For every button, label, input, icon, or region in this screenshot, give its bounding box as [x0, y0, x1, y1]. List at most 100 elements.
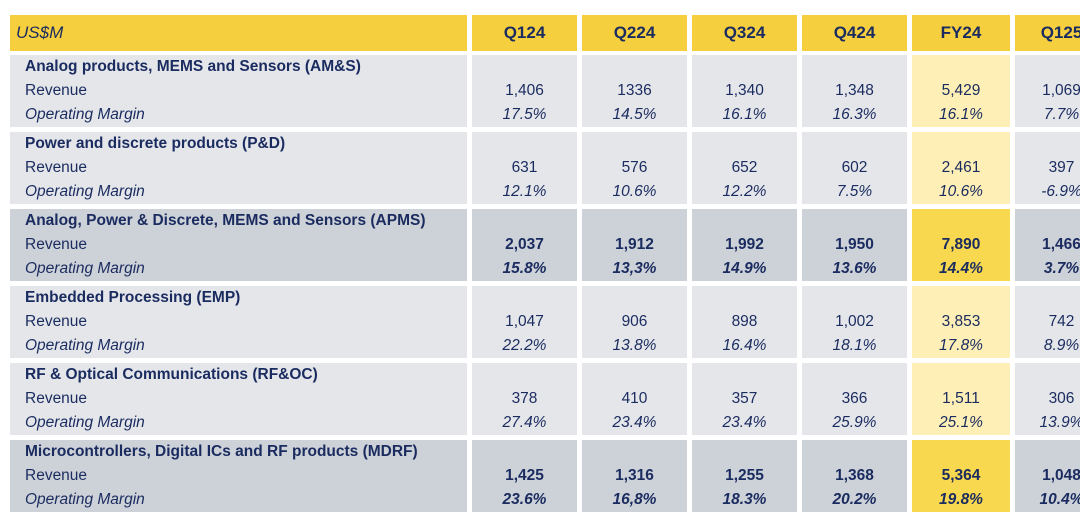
operating-margin-value: 14.4% [939, 260, 983, 277]
operating-margin-value: 23.6% [502, 491, 547, 508]
value-cell-q124: 1,425 23.6% [472, 440, 577, 512]
operating-margin-label: Operating Margin [25, 491, 145, 508]
revenue-value: 1,950 [835, 236, 874, 253]
revenue-value: 7,890 [941, 236, 981, 253]
value-cell-q224: 576 10.6% [582, 132, 687, 204]
operating-margin-value: 22.2% [502, 337, 547, 354]
value-cell-fy24: 7,890 14.4% [912, 209, 1010, 281]
revenue-value: 1,992 [725, 236, 764, 253]
value-cell-q324: 357 23.4% [692, 363, 797, 435]
revenue-value: 1,406 [505, 82, 544, 99]
value-cell-q124: 378 27.4% [472, 363, 577, 435]
column-header-q324: Q324 [692, 15, 797, 51]
revenue-value: 602 [841, 159, 868, 176]
revenue-value: 652 [731, 159, 758, 176]
value-cell-q424: 1,348 16.3% [802, 55, 907, 127]
revenue-value: 410 [621, 390, 648, 407]
operating-margin-value: 13.9% [1039, 414, 1080, 431]
operating-margin-value: 25.9% [832, 414, 877, 431]
value-cell-q125: 306 13.9% [1015, 363, 1080, 435]
operating-margin-value: -6.9% [1041, 183, 1080, 200]
revenue-value: 906 [621, 313, 648, 330]
operating-margin-label: Operating Margin [25, 260, 145, 277]
segment-title: Analog, Power & Discrete, MEMS and Senso… [25, 212, 426, 229]
operating-margin-value: 13,3% [612, 260, 657, 277]
segment-label-cell: Microcontrollers, Digital ICs and RF pro… [10, 440, 467, 512]
value-cell-fy24: 5,364 19.8% [912, 440, 1010, 512]
value-cell-q125: 1,048 10.4% [1015, 440, 1080, 512]
operating-margin-value: 23.4% [722, 414, 767, 431]
segment-section: RF & Optical Communications (RF&OC) Reven… [10, 363, 1080, 435]
revenue-value: 2,037 [505, 236, 544, 253]
column-header-q424: Q424 [802, 15, 907, 51]
operating-margin-value: 27.4% [502, 414, 547, 431]
operating-margin-value: 13.6% [832, 260, 877, 277]
segment-label-cell: Analog, Power & Discrete, MEMS and Senso… [10, 209, 467, 281]
value-cell-q424: 366 25.9% [802, 363, 907, 435]
operating-margin-value: 16.4% [722, 337, 767, 354]
revenue-value: 1336 [617, 82, 652, 99]
operating-margin-value: 17.8% [939, 337, 983, 354]
revenue-value: 631 [511, 159, 538, 176]
operating-margin-label: Operating Margin [25, 183, 145, 200]
value-cell-fy24: 1,511 25.1% [912, 363, 1010, 435]
operating-margin-value: 19.8% [939, 491, 983, 508]
revenue-value: 357 [731, 390, 758, 407]
revenue-value: 576 [621, 159, 648, 176]
value-cell-q224: 1,912 13,3% [582, 209, 687, 281]
segment-section: Analog, Power & Discrete, MEMS and Senso… [10, 209, 1080, 281]
value-cell-q125: 1,466 3.7% [1015, 209, 1080, 281]
operating-margin-value: 17.5% [502, 106, 547, 123]
operating-margin-value: 10.6% [612, 183, 657, 200]
operating-margin-label: Operating Margin [25, 337, 145, 354]
segment-section: Analog products, MEMS and Sensors (AM&S)… [10, 55, 1080, 127]
revenue-value: 5,429 [941, 82, 981, 99]
value-cell-q324: 898 16.4% [692, 286, 797, 358]
value-cell-q324: 652 12.2% [692, 132, 797, 204]
operating-margin-value: 10.4% [1039, 491, 1080, 508]
value-cell-q424: 1,950 13.6% [802, 209, 907, 281]
revenue-value: 1,002 [835, 313, 874, 330]
operating-margin-value: 12.2% [722, 183, 767, 200]
revenue-value: 1,425 [505, 467, 544, 484]
value-cell-q125: 1,069 7.7% [1015, 55, 1080, 127]
revenue-value: 3,853 [941, 313, 981, 330]
segment-label-cell: Power and discrete products (P&D) Revenue… [10, 132, 467, 204]
revenue-value: 1,255 [725, 467, 764, 484]
operating-margin-label: Operating Margin [25, 414, 145, 431]
operating-margin-value: 7.5% [836, 183, 873, 200]
operating-margin-value: 13.8% [612, 337, 657, 354]
revenue-value: 306 [1048, 390, 1075, 407]
revenue-value: 1,511 [942, 390, 980, 407]
segment-label-cell: Analog products, MEMS and Sensors (AM&S)… [10, 55, 467, 127]
revenue-value: 1,048 [1042, 467, 1080, 484]
value-cell-fy24: 3,853 17.8% [912, 286, 1010, 358]
operating-margin-value: 16.1% [939, 106, 983, 123]
segment-label-cell: RF & Optical Communications (RF&OC) Reven… [10, 363, 467, 435]
revenue-value: 366 [841, 390, 868, 407]
revenue-value: 1,340 [725, 82, 764, 99]
operating-margin-label: Operating Margin [25, 106, 145, 123]
operating-margin-value: 14.5% [612, 106, 657, 123]
value-cell-q424: 1,368 20.2% [802, 440, 907, 512]
revenue-label: Revenue [25, 467, 88, 484]
operating-margin-value: 16.1% [722, 106, 767, 123]
value-cell-q424: 1,002 18.1% [802, 286, 907, 358]
operating-margin-value: 10.6% [939, 183, 983, 200]
operating-margin-value: 16.3% [832, 106, 877, 123]
revenue-label: Revenue [25, 159, 88, 176]
revenue-value: 1,466 [1042, 236, 1080, 253]
value-cell-q124: 1,406 17.5% [472, 55, 577, 127]
revenue-value: 1,348 [835, 82, 874, 99]
revenue-label: Revenue [25, 313, 88, 330]
operating-margin-value: 12.1% [502, 183, 547, 200]
value-cell-q124: 631 12.1% [472, 132, 577, 204]
segment-section: Embedded Processing (EMP) Revenue Operatin… [10, 286, 1080, 358]
table-header: US$M Q124 Q224 Q324 Q424 FY24 Q125 [10, 15, 1080, 51]
segment-section: Power and discrete products (P&D) Revenue… [10, 132, 1080, 204]
segment-title: RF & Optical Communications (RF&OC) [25, 366, 318, 383]
operating-margin-value: 18.1% [832, 337, 877, 354]
segment-label-cell: Embedded Processing (EMP) Revenue Operatin… [10, 286, 467, 358]
operating-margin-value: 25.1% [939, 414, 983, 431]
column-header-q125: Q125 [1015, 15, 1080, 51]
